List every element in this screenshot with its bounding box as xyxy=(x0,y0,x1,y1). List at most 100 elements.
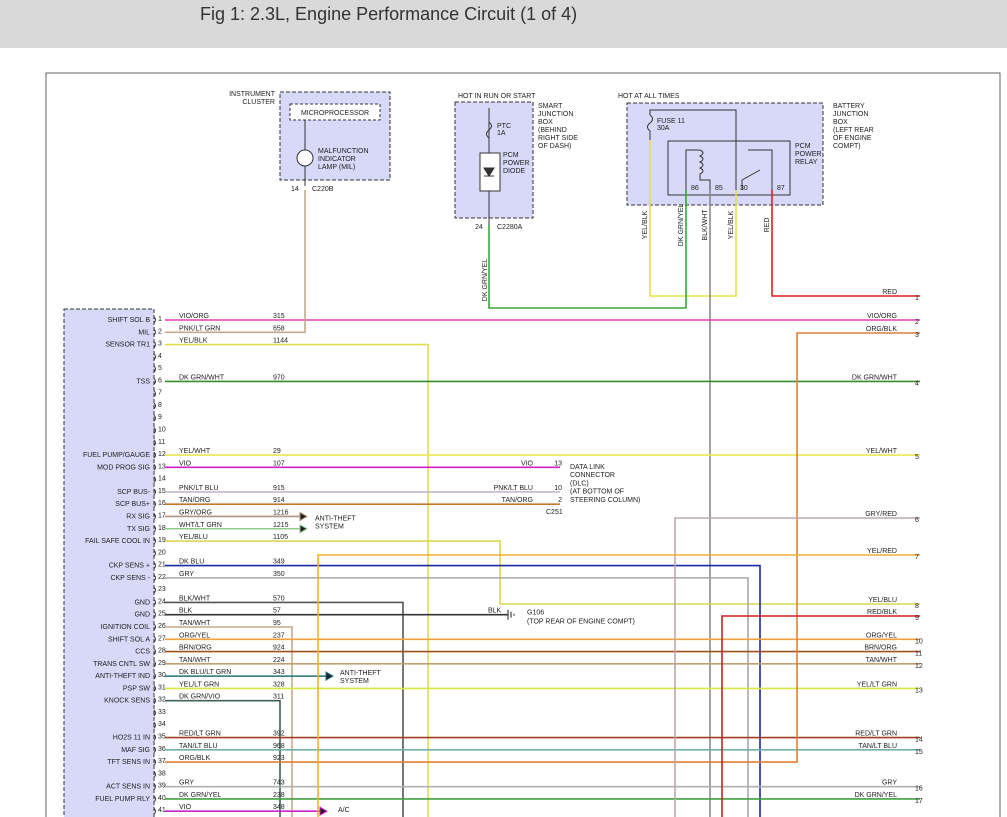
microprocessor-label: MICROPROCESSOR xyxy=(301,110,369,117)
wire-label: BRN/ORG xyxy=(179,645,212,652)
wire-label: YEL/LT GRN xyxy=(179,681,219,688)
pin-tick xyxy=(153,341,156,348)
microprocessor-box xyxy=(289,103,381,121)
wire-label: DK GRN/VIO xyxy=(179,694,221,701)
pin-tick xyxy=(153,328,156,336)
pin-tick xyxy=(153,476,156,483)
diode-label: DIODE xyxy=(503,168,526,175)
pin-number: 17 xyxy=(915,798,923,805)
wire-label: GRY xyxy=(882,780,897,787)
pin-tick xyxy=(153,316,156,324)
circuit-number: 924 xyxy=(273,645,285,652)
pin-number: 29 xyxy=(158,660,166,667)
circuit-number: 343 xyxy=(273,669,285,676)
header-band xyxy=(0,0,1007,48)
bjb-label: OF ENGINE xyxy=(833,135,872,142)
wire-label: RED/LT GRN xyxy=(855,731,897,738)
wire xyxy=(165,699,281,817)
pin-tick xyxy=(153,353,156,361)
pin-number: 2 xyxy=(158,328,162,335)
pin-tick xyxy=(153,709,156,717)
pin-number: 10 xyxy=(158,427,166,434)
wire-label: DK GRN/YEL xyxy=(678,204,685,247)
wire-label: TAN/ORG xyxy=(502,497,533,504)
wire-label: GRY/ORG xyxy=(179,509,212,516)
bjb-label: (LEFT REAR xyxy=(833,127,874,134)
pin-number: 15 xyxy=(158,488,166,495)
pin-number: 13 xyxy=(554,460,562,467)
circuit-number: 311 xyxy=(273,694,284,701)
bjb-label: BATTERY xyxy=(833,103,865,110)
pin-number: 23 xyxy=(158,586,166,593)
pin-tick xyxy=(153,451,156,459)
pin-tick xyxy=(153,795,156,803)
circuit-number: 1215 xyxy=(273,522,289,529)
relay-pin: 85 xyxy=(715,185,723,192)
pin-name: TSS xyxy=(136,378,150,385)
anti-theft-label: ANTI-THEFT xyxy=(315,515,357,522)
wire-label: TAN/WHT xyxy=(179,657,211,664)
pin-tick xyxy=(153,562,156,569)
pin-number: 24 xyxy=(475,224,483,231)
wire xyxy=(317,554,920,817)
pin-number: 11 xyxy=(158,439,165,446)
wire-label: DK BLU/LT GRN xyxy=(179,669,231,676)
circuit-number: 968 xyxy=(273,743,285,750)
pin-number: 26 xyxy=(158,623,166,630)
sjb-label: BOX xyxy=(538,119,553,126)
pin-number: 5 xyxy=(915,454,919,461)
pin-tick xyxy=(153,365,156,373)
relay-internals xyxy=(647,109,773,190)
wire-label: YEL/LT GRN xyxy=(857,681,897,688)
wire-label: DK GRN/WHT xyxy=(852,374,898,381)
pin-number: 22 xyxy=(158,574,166,581)
ground-location: (TOP REAR OF ENGINE COMPT) xyxy=(527,619,635,626)
circuit-number: 658 xyxy=(273,325,285,332)
pin-name: SENSOR TR1 xyxy=(105,342,150,349)
pin-name: FUEL PUMP RLY xyxy=(95,796,150,803)
pin-number: 10 xyxy=(915,638,923,645)
relay-pin: 87 xyxy=(777,185,785,192)
connector-label: C251 xyxy=(546,509,563,516)
pin-number: 12 xyxy=(158,451,166,458)
wire-label: TAN/LT BLU xyxy=(858,743,897,750)
dlc-label: CONNECTOR xyxy=(570,472,615,479)
pin-tick xyxy=(153,734,156,741)
pin-number: 4 xyxy=(915,380,919,387)
pin-name: GND xyxy=(134,599,150,606)
anti-theft-label: SYSTEM xyxy=(340,678,369,685)
wire xyxy=(674,517,920,817)
circuit-number: 349 xyxy=(273,559,285,566)
pin-tick xyxy=(153,648,156,655)
wire xyxy=(165,601,404,817)
pin-number: 1 xyxy=(915,295,919,302)
circuit-number: 570 xyxy=(273,595,285,602)
lamp-label: INDICATOR xyxy=(318,156,356,163)
relay-label: POWER xyxy=(795,151,821,158)
pin-number: 4 xyxy=(158,353,162,360)
pin-number: 3 xyxy=(158,341,162,348)
pin-tick xyxy=(153,623,156,631)
pin-number: 31 xyxy=(158,684,166,691)
wire-label: YEL/BLK xyxy=(642,210,649,239)
sjb-label: RIGHT SIDE xyxy=(538,135,578,142)
lamp-label: MALFUNCTION xyxy=(318,148,369,155)
circuit-number: 238 xyxy=(273,792,285,799)
pin-name: CCS xyxy=(135,649,150,656)
pin-tick xyxy=(153,574,156,582)
pin-number: 32 xyxy=(158,697,166,704)
wire-label: YEL/WHT xyxy=(866,448,898,455)
pin-number: 14 xyxy=(158,476,166,483)
circuit-number: 57 xyxy=(273,608,281,615)
wire-label: TAN/WHT xyxy=(179,620,211,627)
pin-tick xyxy=(153,513,156,520)
pin-number: 7 xyxy=(915,554,919,561)
pin-name: ACT SENS IN xyxy=(106,784,150,791)
pin-tick xyxy=(153,378,156,385)
diode-label: POWER xyxy=(503,160,529,167)
connector-label: C220B xyxy=(312,186,334,193)
arrow-head xyxy=(325,671,335,681)
ground-name: G106 xyxy=(527,610,544,617)
pin-number: 28 xyxy=(158,648,166,655)
pin-number: 1 xyxy=(158,316,162,323)
